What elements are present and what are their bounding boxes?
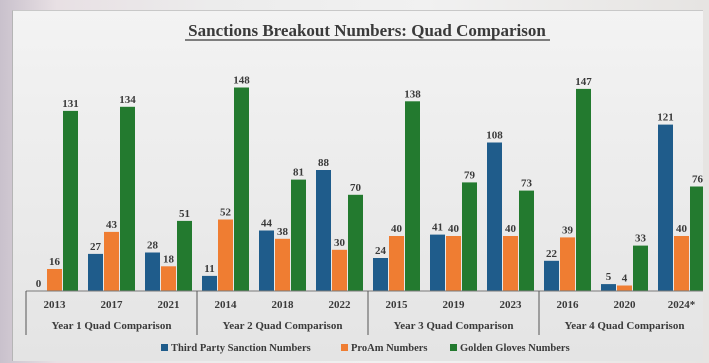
data-label: 147 — [575, 76, 592, 88]
bar-golden-gloves-numbers-2023 — [519, 190, 534, 291]
data-label: 108 — [486, 130, 503, 142]
data-label: 33 — [635, 233, 647, 245]
bar-third-party-sanction-numbers-2019 — [430, 234, 445, 291]
bar-golden-gloves-numbers-2017 — [120, 106, 135, 292]
bar-proam-numbers-2013 — [47, 269, 62, 291]
group-label: Year 4 Quad Comparison — [565, 320, 685, 332]
data-label: 43 — [106, 219, 118, 231]
bar-golden-gloves-numbers-2021 — [177, 220, 192, 291]
bar-proam-numbers-2017 — [104, 231, 119, 291]
data-label: 22 — [546, 248, 558, 260]
legend-swatch — [450, 344, 457, 351]
data-label: 40 — [391, 223, 403, 235]
group-label: Year 3 Quad Comparison — [394, 320, 514, 332]
legend: Third Party Sanction Numbers ProAm Number… — [161, 343, 570, 354]
bar-third-party-sanction-numbers-2023 — [487, 142, 502, 291]
bar-proam-numbers-2014 — [218, 219, 233, 291]
data-label: 0 — [36, 278, 42, 290]
data-label: 30 — [334, 237, 346, 249]
bar-third-party-sanction-numbers-2022 — [316, 170, 331, 291]
data-label: 27 — [90, 241, 102, 253]
x-tick-label: 2016 — [557, 299, 580, 311]
data-label: 39 — [562, 224, 574, 236]
bar-third-party-sanction-numbers-2014 — [202, 275, 217, 291]
data-label: 41 — [432, 222, 443, 234]
x-tick-label: 2020 — [614, 299, 637, 311]
data-label: 24 — [375, 245, 387, 257]
x-tick-label: 2019 — [443, 299, 466, 311]
data-label: 131 — [62, 98, 79, 110]
bar-proam-numbers-2020 — [617, 285, 632, 291]
chart-title: Sanctions Breakout Numbers: Quad Compari… — [188, 21, 546, 40]
data-label: 76 — [692, 174, 703, 186]
data-label: 138 — [404, 88, 421, 100]
plot-area: 0 16 131 27 43 134 28 18 51 11 52 148 44 38 81 88 30 70 24… — [36, 75, 703, 292]
data-label: 5 — [606, 271, 612, 283]
bar-golden-gloves-numbers-2019 — [462, 182, 477, 291]
data-label: 51 — [179, 208, 190, 220]
data-label: 4 — [622, 273, 628, 285]
bar-proam-numbers-2022 — [332, 249, 347, 292]
bar-proam-numbers-2016 — [560, 237, 575, 291]
x-tick-label: 2022 — [329, 299, 352, 311]
data-label: 121 — [657, 112, 674, 124]
data-label: 16 — [49, 256, 61, 268]
x-tick-label: 2017 — [101, 299, 124, 311]
data-label: 134 — [119, 94, 136, 106]
data-label: 79 — [464, 169, 476, 181]
bar-golden-gloves-numbers-2022 — [348, 194, 363, 292]
bar-golden-gloves-numbers-2014 — [234, 87, 249, 291]
data-label: 40 — [448, 223, 460, 235]
data-label: 73 — [521, 178, 533, 190]
bar-third-party-sanction-numbers-2016 — [544, 260, 559, 292]
bar-golden-gloves-numbers-2018 — [291, 179, 306, 291]
data-label: 44 — [261, 218, 273, 230]
group-label: Year 2 Quad Comparison — [223, 320, 343, 332]
legend-swatch — [161, 344, 168, 351]
legend-swatch — [341, 344, 348, 351]
bar-proam-numbers-2021 — [161, 266, 176, 292]
data-label: 88 — [318, 157, 330, 169]
category-axis: 2013 2017 2021 2014 2018 2022 2015 2019 2023 2016… — [25, 290, 703, 335]
bar-golden-gloves-numbers-2016 — [576, 88, 591, 292]
data-label: 18 — [163, 253, 175, 265]
x-tick-label: 2021 — [158, 299, 180, 311]
data-label: 52 — [220, 207, 232, 219]
group-label: Year 1 Quad Comparison — [52, 320, 172, 332]
bar-third-party-sanction-numbers-2021 — [145, 252, 160, 291]
data-label: 11 — [204, 263, 214, 275]
data-label: 40 — [505, 223, 517, 235]
bar-third-party-sanction-numbers-2018 — [259, 230, 274, 291]
bar-proam-numbers-2015 — [389, 236, 404, 291]
data-label: 28 — [147, 240, 159, 252]
x-tick-label: 2013 — [44, 299, 67, 311]
legend-label: ProAm Numbers — [351, 343, 428, 354]
x-tick-label: 2014 — [215, 299, 238, 311]
x-tick-label: 2015 — [386, 299, 409, 311]
bar-golden-gloves-numbers-2024 — [690, 186, 703, 291]
bar-third-party-sanction-numbers-2020 — [601, 284, 616, 291]
bar-proam-numbers-2018 — [275, 238, 290, 292]
data-label: 148 — [233, 75, 250, 87]
bar-proam-numbers-2024 — [674, 236, 689, 291]
bar-golden-gloves-numbers-2013 — [63, 110, 78, 292]
x-tick-label: 2023 — [500, 299, 523, 311]
legend-label: Third Party Sanction Numbers — [171, 343, 311, 354]
bar-proam-numbers-2019 — [446, 236, 461, 291]
data-label: 81 — [293, 167, 304, 179]
data-label: 40 — [676, 223, 688, 235]
bar-third-party-sanction-numbers-2024 — [658, 124, 673, 291]
bar-golden-gloves-numbers-2015 — [405, 101, 420, 292]
x-tick-label: 2018 — [272, 299, 295, 311]
chart-frame: Sanctions Breakout Numbers: Quad Compari… — [12, 10, 703, 361]
chart-svg: Sanctions Breakout Numbers: Quad Compari… — [25, 21, 703, 354]
bar-third-party-sanction-numbers-2017 — [88, 253, 103, 291]
legend-label: Golden Gloves Numbers — [460, 343, 570, 354]
bar-golden-gloves-numbers-2020 — [633, 245, 648, 291]
data-label: 70 — [350, 182, 362, 194]
x-tick-label: 2024* — [668, 299, 696, 311]
bar-proam-numbers-2023 — [503, 236, 518, 291]
data-label: 38 — [277, 226, 289, 238]
bar-third-party-sanction-numbers-2015 — [373, 258, 388, 291]
